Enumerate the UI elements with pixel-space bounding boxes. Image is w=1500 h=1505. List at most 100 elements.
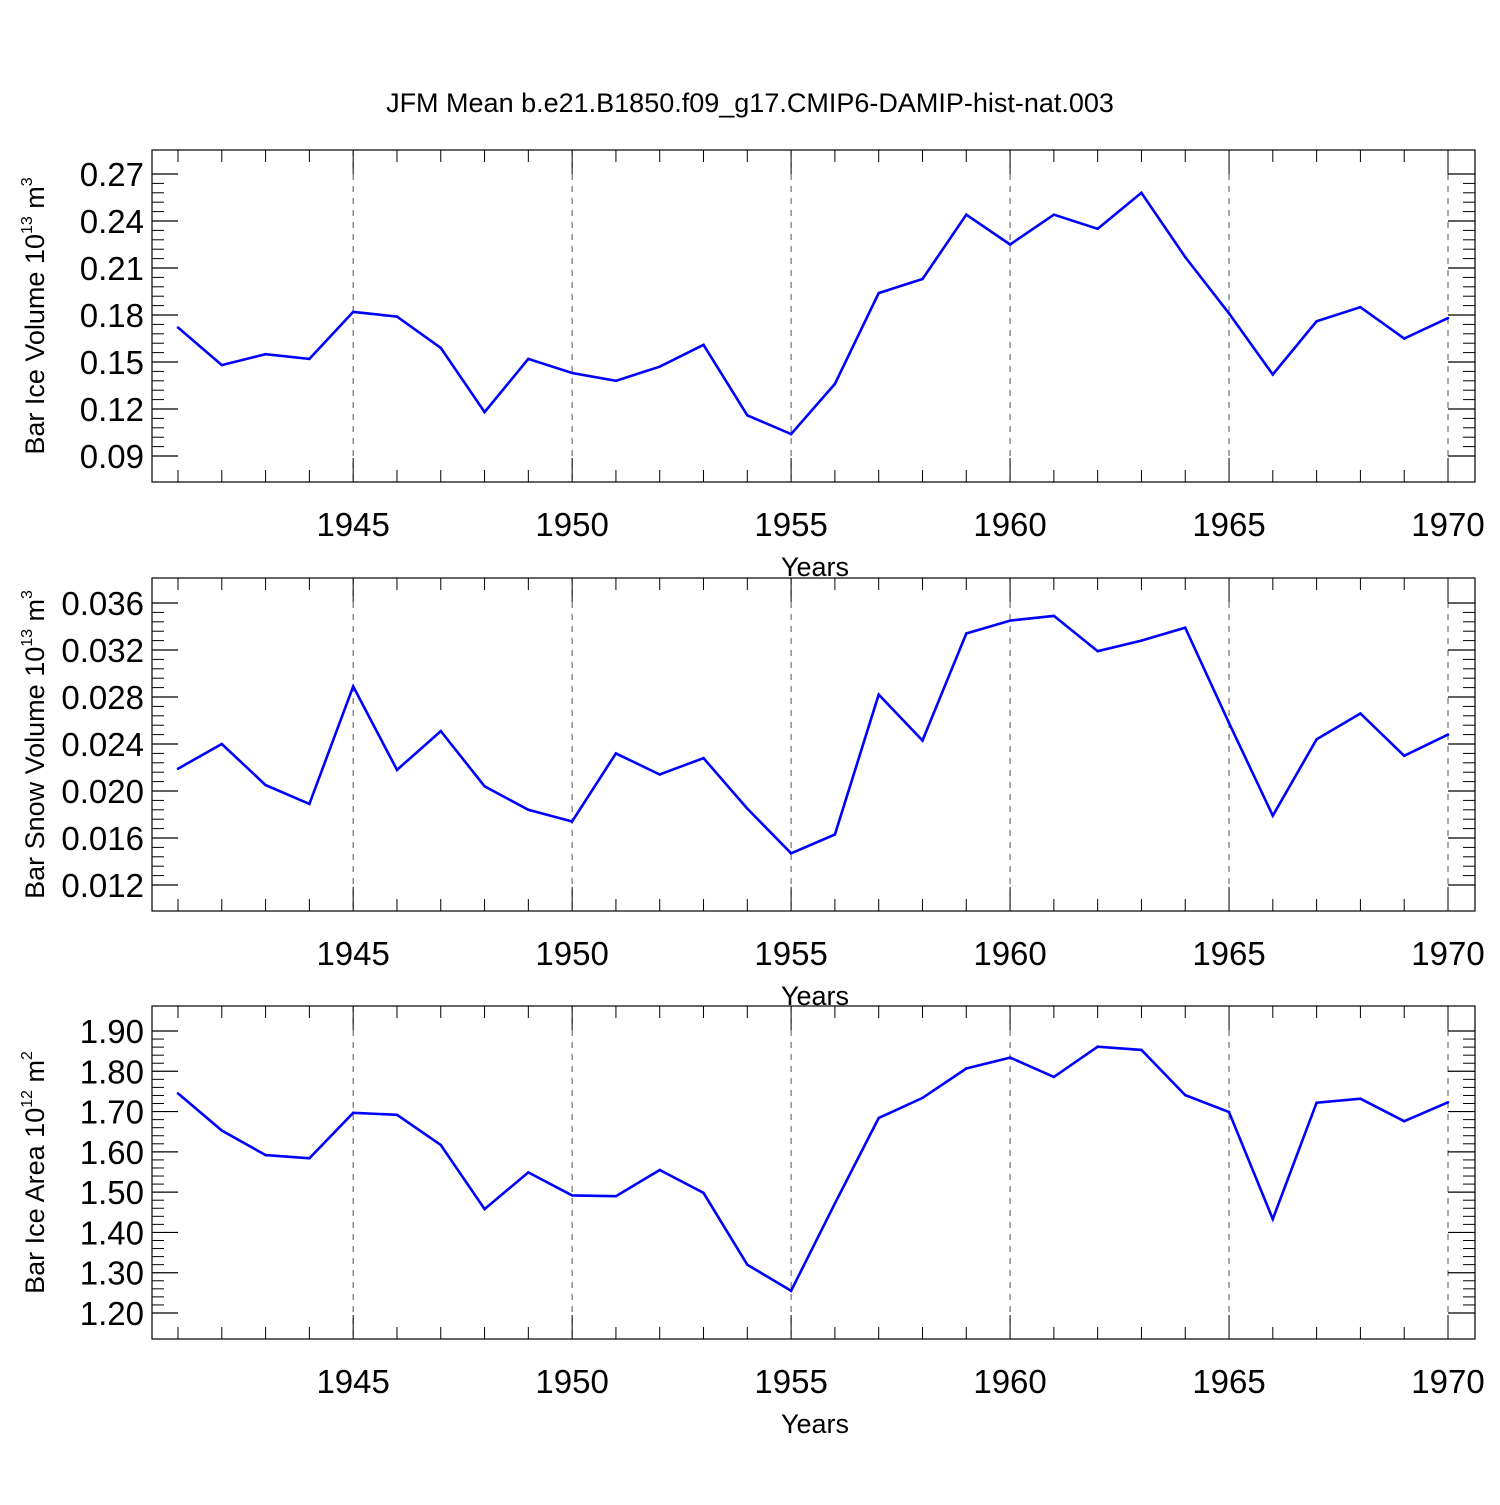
data-point xyxy=(483,410,486,414)
data-point xyxy=(1008,619,1012,622)
y-tick-label: 0.012 xyxy=(61,867,144,904)
plot-frame xyxy=(151,149,1476,483)
data-point xyxy=(220,1129,224,1132)
data-point xyxy=(264,783,267,787)
x-tick-label: 1965 xyxy=(1192,935,1265,972)
y-tick-label: 0.27 xyxy=(80,156,144,193)
x-tick-label: 1950 xyxy=(535,506,608,543)
data-point xyxy=(1402,754,1406,758)
y-tick-label: 0.028 xyxy=(61,679,144,716)
data-point xyxy=(1315,1101,1318,1105)
panel-snow-volume: 0.012 0.016 0.020 0.024 0.028 0.032 0.036 1945 1… xyxy=(19,577,1485,1011)
data-point xyxy=(1271,373,1275,376)
data-point xyxy=(833,382,837,386)
x-tick-label: 1950 xyxy=(535,935,608,972)
x-axis-label: Years xyxy=(781,552,849,582)
y-tick-label: 0.12 xyxy=(80,391,144,428)
data-point xyxy=(964,213,968,217)
data-point xyxy=(789,432,793,436)
y-tick-label: 1.30 xyxy=(80,1255,144,1292)
data-point xyxy=(176,1092,180,1095)
y-tick-label: 0.09 xyxy=(80,438,144,475)
y-tick-label: 0.020 xyxy=(61,773,144,810)
data-point xyxy=(483,1207,486,1211)
chart-title: JFM Mean b.e21.B1850.f09_g17.CMIP6-DAMIP… xyxy=(386,88,1114,118)
y-tick-label: 1.90 xyxy=(80,1013,144,1050)
data-point xyxy=(833,1202,837,1205)
y-axis-label-exponent: 12 xyxy=(19,1090,36,1108)
y-axis-label-exponent: 13 xyxy=(19,216,36,234)
data-point xyxy=(220,363,224,367)
data-point xyxy=(308,357,311,361)
x-tick-label: 1960 xyxy=(973,935,1046,972)
data-point xyxy=(439,1143,443,1147)
data-point xyxy=(395,768,399,772)
data-point xyxy=(570,371,574,375)
y-axis-label-exponent: 13 xyxy=(19,629,36,647)
data-point xyxy=(1402,337,1406,340)
y-tick-label: 0.24 xyxy=(80,203,144,240)
x-tick-label: 1955 xyxy=(754,935,827,972)
data-point xyxy=(1096,1045,1099,1049)
data-point xyxy=(570,1194,574,1197)
data-point xyxy=(1227,1110,1231,1114)
data-point xyxy=(1315,319,1318,323)
y-axis-label-text: Bar Ice Volume 10 xyxy=(20,234,50,455)
series-line xyxy=(177,190,1449,436)
data-point xyxy=(1271,814,1275,817)
data-point xyxy=(1315,738,1318,741)
y-tick-label: 0.032 xyxy=(61,632,144,669)
data-point xyxy=(1140,639,1143,642)
data-point xyxy=(395,315,399,318)
data-point xyxy=(658,1168,662,1172)
data-point xyxy=(220,742,224,746)
y-tick-label: 1.80 xyxy=(80,1053,144,1090)
data-point xyxy=(614,752,618,755)
x-tick-label: 1970 xyxy=(1411,1363,1484,1400)
x-tick-label: 1970 xyxy=(1411,935,1484,972)
series-line xyxy=(177,1045,1449,1293)
data-point xyxy=(1359,1097,1362,1100)
data-point xyxy=(1008,1056,1012,1059)
x-tick-label: 1960 xyxy=(973,1363,1046,1400)
data-point xyxy=(264,1153,267,1157)
data-point xyxy=(921,277,924,281)
data-point xyxy=(1096,649,1099,653)
data-point xyxy=(527,808,530,812)
y-axis-label-unit: m xyxy=(20,1060,50,1090)
series-line xyxy=(177,614,1449,855)
y-axis-label: Bar Ice Area 1012 m2 xyxy=(19,1051,50,1294)
x-tick-label: 1955 xyxy=(754,506,827,543)
data-point xyxy=(877,693,880,696)
data-point xyxy=(1446,316,1450,320)
data-point xyxy=(570,820,574,823)
data-point xyxy=(351,310,355,314)
data-point xyxy=(308,802,311,806)
x-tick-label: 1945 xyxy=(316,1363,389,1400)
data-point xyxy=(1446,733,1450,736)
data-point xyxy=(658,365,662,369)
data-point xyxy=(1052,1075,1056,1079)
y-tick-label: 0.036 xyxy=(61,585,144,622)
y-axis-label: Bar Ice Volume 1013 m3 xyxy=(19,177,50,454)
data-point xyxy=(702,1191,705,1195)
x-tick-label: 1945 xyxy=(316,935,389,972)
y-tick-label: 0.18 xyxy=(80,297,144,334)
data-point xyxy=(1183,255,1187,259)
data-point xyxy=(1140,1048,1143,1052)
panel-ice-area: 1.201.30 1.401.501.601.70 1.801.90 1945 1950… xyxy=(19,1005,1485,1439)
data-point xyxy=(1402,1119,1406,1123)
data-point xyxy=(176,767,180,770)
y-tick-label: 1.60 xyxy=(80,1134,144,1171)
y-tick-label: 0.024 xyxy=(61,726,144,763)
y-axis-label-unit-exponent: 3 xyxy=(19,177,36,186)
data-point xyxy=(527,1171,530,1174)
data-point xyxy=(746,807,749,810)
data-point xyxy=(833,833,837,836)
y-axis-label-unit-exponent: 3 xyxy=(19,590,36,599)
y-axis-label-unit: m xyxy=(20,599,50,629)
data-point xyxy=(702,756,705,760)
data-point xyxy=(351,1111,355,1115)
data-point xyxy=(658,773,662,776)
